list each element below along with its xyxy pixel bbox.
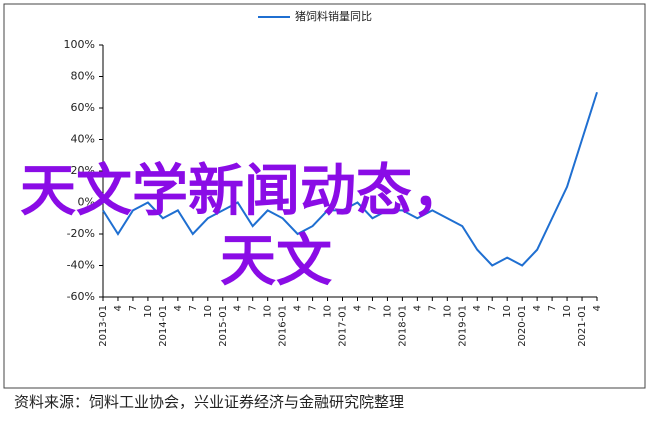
x-tick-label: 10 [203,305,214,318]
x-tick-label: 4 [113,305,124,311]
source: 资料来源：饲料工业协会，兴业证券经济与金融研究院整理 [14,393,404,411]
x-tick-label: 7 [248,305,259,311]
y-tick-label: 0% [78,196,95,209]
y-tick-label: 80% [71,70,95,83]
x-tick-label: 7 [367,305,378,311]
legend-label: 猪饲料销量同比 [295,9,372,23]
x-tick-label: 2021-01 [577,305,588,347]
y-tick-label: -20% [67,227,95,240]
x-tick-label: 7 [308,305,319,311]
x-tick-label: 2014-01 [158,305,169,347]
x-tick-label: 4 [173,305,184,311]
x-tick-label: 4 [592,305,603,311]
x-tick-label: 2013-01 [98,305,109,347]
x-tick-label: 4 [352,305,363,311]
x-tick-label: 2020-01 [517,305,528,347]
x-tick-label: 4 [532,305,543,311]
x-tick-label: 10 [562,305,573,318]
x-tick-label: 4 [293,305,304,311]
overlay-text: 天文学新闻动态， [20,159,468,224]
x-tick-label: 7 [547,305,558,311]
x-tick-label: 4 [233,305,244,311]
y-tick-label: 60% [71,101,95,114]
x-tick-label: 2017-01 [338,305,349,347]
x-tick-label: 10 [323,305,334,318]
x-tick-label: 7 [128,305,139,311]
x-tick-label: 2019-01 [457,305,468,347]
x-tick-label: 10 [263,305,274,318]
y-tick-label: 40% [71,133,95,146]
x-tick-label: 4 [412,305,423,311]
y-tick-label: -60% [67,290,95,303]
frame [3,3,646,389]
x-tick-label: 7 [188,305,199,311]
y-tick-label: 20% [71,164,95,177]
x-tick-label: 10 [442,305,453,318]
x-tick-label: 7 [427,305,438,311]
x-tick-label: 10 [502,305,513,318]
y-tick-label: 100% [64,38,95,51]
overlay-text: 天文 [220,229,332,294]
x-tick-label: 4 [472,305,483,311]
x-tick-label: 10 [382,305,393,318]
x-tick-label: 2016-01 [278,305,289,347]
x-tick-label: 2015-01 [218,305,229,347]
x-tick-label: 2018-01 [397,305,408,347]
y-tick-label: -40% [67,259,95,272]
x-tick-label: 7 [487,305,498,311]
line-series [102,91,598,267]
x-tick-label: 10 [143,305,154,318]
